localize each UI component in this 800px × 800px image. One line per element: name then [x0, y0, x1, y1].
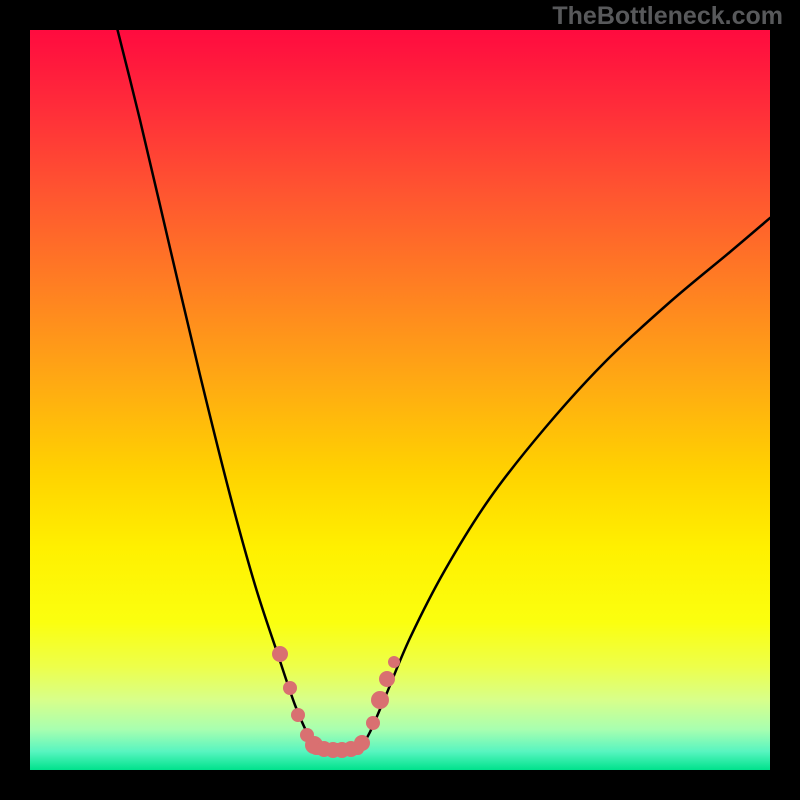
marker-point [354, 735, 370, 751]
marker-point [379, 671, 395, 687]
marker-point [388, 656, 400, 668]
marker-point [371, 691, 389, 709]
markers-group [272, 646, 400, 758]
marker-point [272, 646, 288, 662]
bottleneck-curve [30, 30, 770, 770]
marker-point [283, 681, 297, 695]
marker-point [291, 708, 305, 722]
plot-area [30, 30, 770, 770]
watermark-text: TheBottleneck.com [552, 2, 783, 31]
marker-point [366, 716, 380, 730]
